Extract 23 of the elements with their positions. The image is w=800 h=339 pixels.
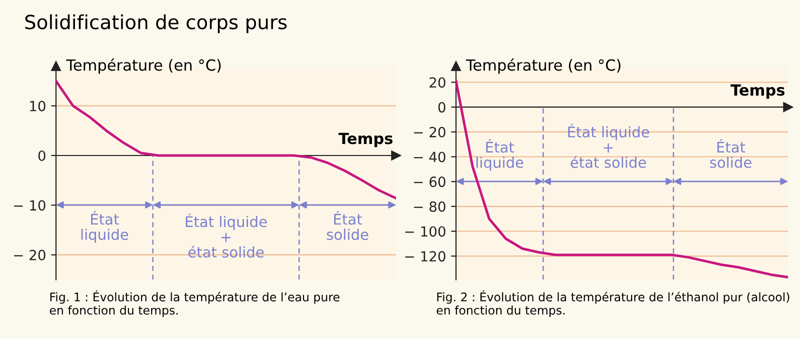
y-tick-label: − 40: [414, 152, 446, 162]
y-tick-label: − 20: [414, 126, 446, 138]
y-tick-label: − 80: [414, 201, 446, 212]
caption: Fig. 1 : Évolution de la température de l’eau pure en fonction du temps.: [50, 290, 340, 317]
x-axis-title: Temps: [730, 84, 784, 99]
y-tick-label: − 20: [14, 250, 46, 260]
y-tick-label: 0: [438, 102, 446, 113]
y-tick-label: 0: [38, 150, 46, 161]
y-tick-label: − 10: [14, 200, 46, 211]
y-tick-label: 10: [30, 100, 46, 112]
annotation: État solide: [710, 139, 752, 168]
y-axis-title: Température (en °C): [66, 58, 221, 74]
annotation: État liquide: [81, 211, 128, 243]
y-tick-label: − 100: [405, 226, 446, 237]
chart-title: Solidification de corps purs: [25, 14, 287, 34]
annotation: État solide: [326, 211, 368, 240]
annotation: État liquide: [476, 139, 524, 171]
y-tick-label: 20: [430, 77, 446, 88]
y-axis-title: Température (en °C): [466, 58, 620, 74]
y-tick-label: − 120: [405, 251, 446, 262]
x-axis-title: Temps: [338, 132, 392, 148]
caption: Fig. 2 : Évolution de la température de l’éthanol pur (alcool) en fonction du temps.: [436, 290, 790, 317]
y-tick-label: − 60: [414, 176, 446, 188]
